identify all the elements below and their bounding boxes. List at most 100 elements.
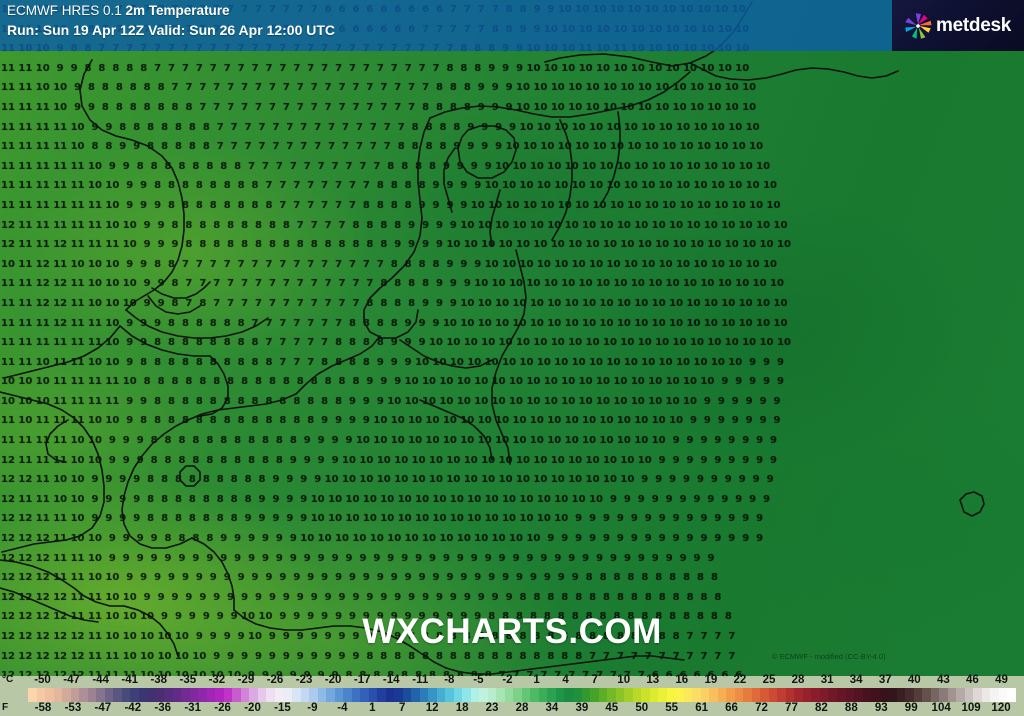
colorbar-celsius-tick: 22 xyxy=(733,674,747,686)
colorbar-fahrenheit-tick: 77 xyxy=(785,702,798,714)
colorbar-fahrenheit-unit: F xyxy=(2,702,9,713)
colorbar-swatch xyxy=(590,688,599,702)
colorbar-swatch xyxy=(521,688,531,702)
colorbar-celsius-tick: -50 xyxy=(34,674,51,686)
colorbar-swatch xyxy=(930,688,940,702)
colorbar-fahrenheit-tick: 99 xyxy=(904,702,918,714)
colorbar-swatch xyxy=(291,688,301,702)
colorbar-swatch xyxy=(530,688,539,702)
colorbar-swatch xyxy=(624,688,633,702)
temperature-map[interactable]: 11 11 10 10 9 8 7 7 7 7 7 7 7 7 7 7 7 7 … xyxy=(0,0,1024,680)
header-text-block: ECMWF HRES 0.1 2m Temperature Run: Sun 1… xyxy=(7,2,335,40)
colorbar-celsius-tick: -47 xyxy=(63,674,80,686)
colorbar-swatch xyxy=(709,688,718,702)
colorbar-swatch xyxy=(36,688,46,702)
colorbar-swatch xyxy=(990,688,999,702)
colorbar-swatch xyxy=(377,688,386,702)
colorbar-celsius-tick: 7 xyxy=(591,674,598,686)
colorbar-swatch xyxy=(147,688,156,702)
colorbar-celsius-tick: 31 xyxy=(820,674,834,686)
colorbar-swatch xyxy=(394,688,403,702)
colorbar-swatch xyxy=(734,688,744,702)
colorbar-fahrenheit-tick: -15 xyxy=(274,702,291,714)
colorbar-swatch xyxy=(45,688,54,702)
colorbar-celsius-tick: -2 xyxy=(502,674,513,686)
colorbar-swatch xyxy=(96,688,105,702)
colorbar-swatch xyxy=(453,688,463,702)
colorbar-fahrenheit-ticks: F -58 -53 -47 -42 -36 -31 -26 -20 -15 -9 -4 1 7 12 18 2… xyxy=(0,702,1024,715)
colorbar-celsius-tick: -38 xyxy=(150,674,168,686)
colorbar-swatch xyxy=(743,688,752,702)
colorbar-celsius-tick: 10 xyxy=(617,674,631,686)
colorbar-swatch xyxy=(326,688,335,702)
colorbar-swatch xyxy=(198,688,207,702)
colorbar-swatch xyxy=(794,688,803,702)
colorbar-celsius-tick: 25 xyxy=(762,674,776,686)
colorbar-celsius-tick: -35 xyxy=(179,674,197,686)
colorbar-celsius-tick: 40 xyxy=(907,674,921,686)
colorbar-swatch xyxy=(274,688,284,702)
colorbar-swatch xyxy=(368,688,378,702)
colorbar-swatch xyxy=(905,688,914,702)
colorbar-celsius-tick: -32 xyxy=(208,674,226,686)
colorbar-celsius-tick: 46 xyxy=(966,674,979,686)
colorbar-swatch xyxy=(751,688,761,702)
colorbar-swatch xyxy=(1007,688,1016,702)
colorbar-swatch xyxy=(879,688,889,702)
colorbar-swatch xyxy=(470,688,480,702)
wxcharts-watermark: WXCHARTS.COM xyxy=(362,612,662,651)
colorbar-swatch xyxy=(283,688,292,702)
colorbar-celsius-tick: 49 xyxy=(995,674,1008,686)
colorbar-fahrenheit-tick: -58 xyxy=(34,702,52,714)
temperature-value-grid: 11 11 10 10 9 8 7 7 7 7 7 7 7 7 7 7 7 7 … xyxy=(1,4,791,680)
colorbar-swatch xyxy=(828,688,837,702)
colorbar-swatch xyxy=(28,688,37,702)
colorbar-swatch xyxy=(768,688,778,702)
colorbar-swatch xyxy=(845,688,855,702)
colorbar-fahrenheit-tick: 23 xyxy=(485,702,499,714)
colorbar-fahrenheit-tick: -4 xyxy=(337,702,348,714)
colorbar-swatch xyxy=(547,688,556,702)
colorbar-celsius-tick: -8 xyxy=(444,674,455,686)
colorbar-swatch xyxy=(896,688,906,702)
colorbar-swatch xyxy=(70,688,80,702)
colorbar-fahrenheit-tick: 34 xyxy=(545,702,559,714)
colorbar-swatch xyxy=(266,688,275,702)
colorbar-swatch xyxy=(649,688,659,702)
temperature-colorbar[interactable]: °C -50 -47 -44 -41 -38 -35 -32 -29 -26 -23 -20 -17-… xyxy=(0,674,1024,716)
colorbar-swatch xyxy=(615,688,625,702)
colorbar-swatch xyxy=(871,688,880,702)
colorbar-swatch xyxy=(232,688,241,702)
colorbar-swatch xyxy=(862,688,872,702)
metdesk-logo[interactable]: metdesk xyxy=(892,0,1024,51)
colorbar-swatch xyxy=(598,688,608,702)
colorbar-celsius-tick: -41 xyxy=(121,674,139,686)
colorbar-swatch xyxy=(445,688,454,702)
colorbar-swatch xyxy=(360,688,369,702)
colorbar-swatch xyxy=(888,688,897,702)
colorbar-swatch xyxy=(564,688,573,702)
colorbar-swatch xyxy=(573,688,582,702)
colorbar-swatch xyxy=(956,688,965,702)
colorbar-swatch xyxy=(309,688,318,702)
colorbar-celsius-tick: -44 xyxy=(92,674,109,686)
colorbar-swatch xyxy=(504,688,514,702)
colorbar-swatch xyxy=(496,688,505,702)
colorbar-celsius-tick: 43 xyxy=(936,674,950,686)
colorbar-fahrenheit-tick: 93 xyxy=(874,702,888,714)
colorbar-fahrenheit-tick: 18 xyxy=(455,702,469,714)
colorbar-swatch xyxy=(223,688,233,702)
colorbar-celsius-tick: -5 xyxy=(473,674,484,686)
colorbar-swatch xyxy=(973,688,982,702)
colorbar-swatch xyxy=(726,688,735,702)
colorbar-swatch xyxy=(777,688,786,702)
colorbar-celsius-tick: 1 xyxy=(533,674,540,686)
colorbar-swatch xyxy=(462,688,471,702)
colorbar-fahrenheit-tick: 109 xyxy=(961,702,981,714)
colorbar-celsius-tick: -11 xyxy=(412,674,429,686)
colorbar-celsius-tick: 28 xyxy=(791,674,805,686)
colorbar-celsius-tick: -14 xyxy=(382,674,400,686)
colorbar-swatch xyxy=(785,688,795,702)
colorbar-swatch xyxy=(939,688,948,702)
